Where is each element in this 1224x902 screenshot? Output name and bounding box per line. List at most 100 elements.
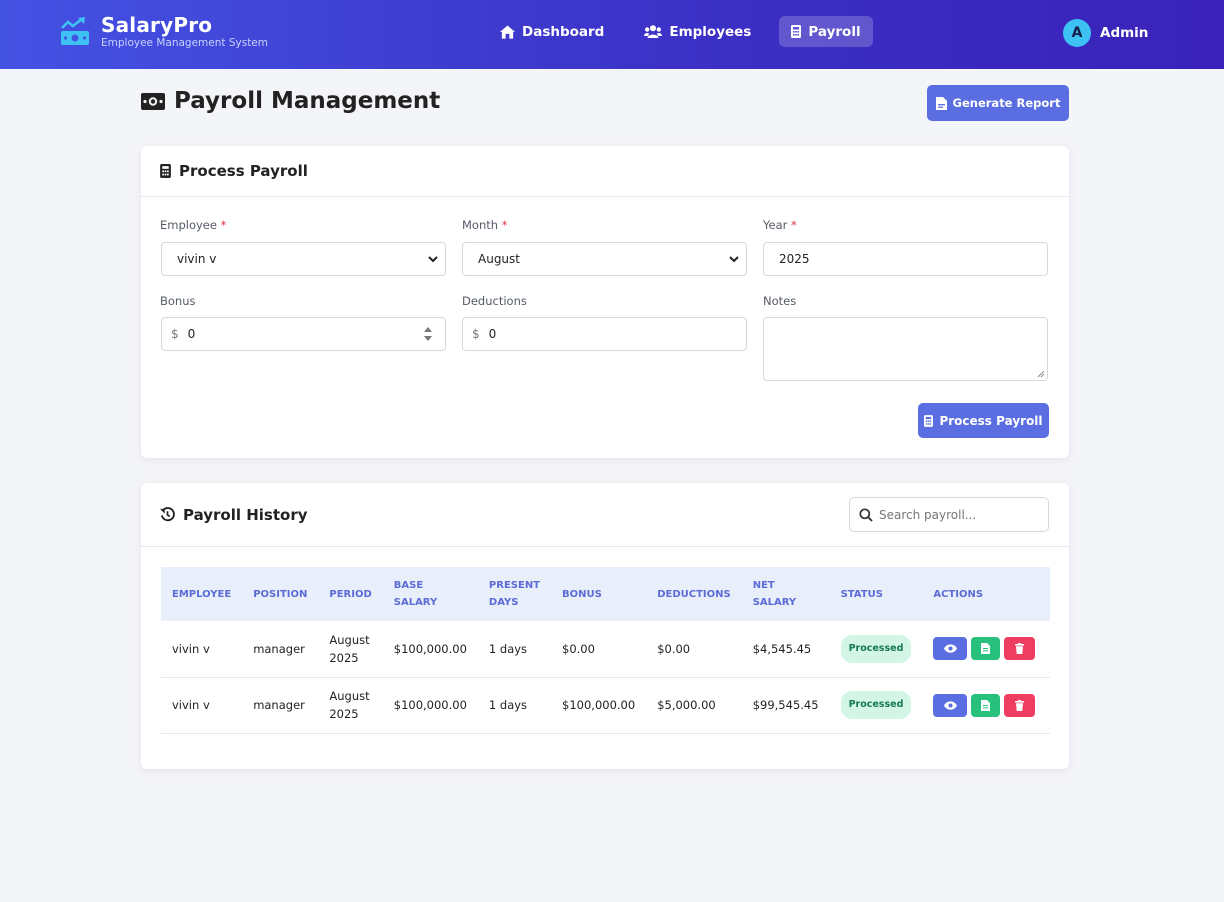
- month-select-value: August: [478, 252, 520, 266]
- cell-present-days: 1 days: [477, 677, 552, 734]
- col-bonus: Bonus: [551, 567, 647, 621]
- eye-icon: [943, 644, 957, 653]
- employee-select-value: vivin v: [177, 252, 217, 266]
- notes-textarea[interactable]: [763, 317, 1048, 381]
- process-payroll-card: Process Payroll Employee * vivin v Month…: [141, 146, 1069, 458]
- year-input-value: 2025: [779, 252, 810, 266]
- calculator-icon: [791, 25, 802, 38]
- calculator-icon: [924, 414, 934, 427]
- search-input[interactable]: Search payroll...: [849, 497, 1049, 532]
- main-nav: Dashboard Employees Payroll: [488, 16, 889, 47]
- required-mark: *: [220, 218, 227, 232]
- currency-symbol: $: [472, 327, 480, 341]
- col-employee: Employee: [161, 567, 243, 621]
- col-status: Status: [829, 567, 923, 621]
- brand[interactable]: SalaryPro Employee Management System: [60, 14, 268, 50]
- page-title-text: Payroll Management: [174, 88, 441, 114]
- year-input[interactable]: 2025: [763, 242, 1048, 276]
- chevron-down-icon: [428, 256, 438, 263]
- status-badge: Processed: [840, 691, 912, 719]
- nav-employees[interactable]: Employees: [632, 16, 763, 47]
- search-placeholder: Search payroll...: [879, 507, 977, 522]
- nav-payroll-label: Payroll: [808, 23, 861, 40]
- cell-bonus: $100,000.00: [551, 677, 647, 734]
- view-button[interactable]: [933, 693, 968, 717]
- payroll-history-header: Payroll History Search payroll...: [141, 483, 1069, 547]
- cell-base-salary: $100,000.00: [382, 677, 478, 734]
- money-bill-icon: [141, 92, 165, 110]
- cell-position: manager: [242, 621, 319, 678]
- generate-report-label: Generate Report: [952, 96, 1061, 110]
- process-payroll-title: Process Payroll: [160, 162, 308, 180]
- month-label: Month *: [462, 218, 507, 232]
- table-header-row: Employee Position Period Base Salary Pre…: [161, 567, 1051, 621]
- cell-deductions: $5,000.00: [646, 677, 742, 734]
- users-icon: [644, 25, 663, 38]
- bonus-input-value: 0: [187, 327, 196, 341]
- user-name: Admin: [1100, 25, 1149, 41]
- view-button[interactable]: [933, 637, 968, 661]
- table-row: vivin v manager August 2025 $100,000.00 …: [161, 677, 1051, 734]
- col-deductions: Deductions: [646, 567, 742, 621]
- process-payroll-header: Process Payroll: [141, 146, 1069, 197]
- deductions-label: Deductions: [462, 294, 527, 308]
- user-menu[interactable]: A Admin: [1063, 19, 1148, 47]
- salary-chart-icon: [61, 17, 89, 45]
- cell-present-days: 1 days: [477, 621, 552, 678]
- cell-base-salary: $100,000.00: [382, 621, 478, 678]
- col-actions: Actions: [922, 567, 1051, 621]
- col-net-salary: Net Salary: [741, 567, 830, 621]
- search-icon: [859, 507, 873, 522]
- cell-period: August 2025: [318, 677, 383, 734]
- bonus-input[interactable]: $ 0: [161, 317, 446, 351]
- process-payroll-title-text: Process Payroll: [179, 162, 308, 180]
- payroll-history-card: Payroll History Search payroll... Employ…: [141, 483, 1069, 769]
- process-payroll-button[interactable]: Process Payroll: [918, 403, 1049, 438]
- file-icon: [981, 699, 991, 711]
- brand-title: SalaryPro: [101, 13, 213, 37]
- table-row: vivin v manager August 2025 $100,000.00 …: [161, 621, 1051, 678]
- cell-net-salary: $99,545.45: [741, 677, 830, 734]
- nav-payroll[interactable]: Payroll: [779, 16, 873, 47]
- col-present-days: Present Days: [477, 567, 552, 621]
- required-mark: *: [791, 218, 797, 232]
- cell-employee: vivin v: [161, 621, 243, 678]
- employee-label-text: Employee: [160, 218, 217, 232]
- cell-employee: vivin v: [161, 677, 243, 734]
- cell-bonus: $0.00: [551, 621, 647, 678]
- payroll-history-title-text: Payroll History: [183, 505, 308, 524]
- trash-icon: [1015, 643, 1025, 655]
- deductions-input-value: 0: [488, 327, 497, 341]
- generate-report-button[interactable]: Generate Report: [927, 85, 1069, 121]
- number-spinner-icon[interactable]: [424, 325, 432, 343]
- cell-position: manager: [242, 677, 319, 734]
- employee-select[interactable]: vivin v: [161, 242, 446, 276]
- top-navbar: SalaryPro Employee Management System Das…: [0, 0, 1224, 69]
- delete-button[interactable]: [1004, 637, 1036, 661]
- year-label-text: Year: [763, 218, 788, 232]
- delete-button[interactable]: [1004, 693, 1036, 717]
- year-label: Year *: [763, 218, 797, 232]
- process-payroll-button-label: Process Payroll: [939, 413, 1043, 428]
- cell-status: Processed: [829, 621, 923, 678]
- eye-icon: [943, 700, 957, 710]
- col-period: Period: [318, 567, 383, 621]
- bonus-label: Bonus: [160, 294, 196, 308]
- deductions-input[interactable]: $ 0: [462, 317, 747, 351]
- history-icon: [160, 507, 175, 522]
- file-icon: [981, 643, 991, 655]
- cell-actions: [922, 621, 1051, 678]
- payslip-button[interactable]: [971, 637, 1001, 661]
- cell-net-salary: $4,545.45: [741, 621, 830, 678]
- nav-dashboard[interactable]: Dashboard: [488, 16, 616, 47]
- resize-handle-icon[interactable]: [1037, 370, 1045, 378]
- payroll-history-title: Payroll History: [160, 506, 308, 524]
- status-badge: Processed: [840, 634, 912, 663]
- home-icon: [500, 24, 515, 39]
- required-mark: *: [501, 218, 508, 232]
- trash-icon: [1015, 699, 1025, 711]
- month-select[interactable]: August: [462, 242, 747, 276]
- payslip-button[interactable]: [971, 693, 1001, 717]
- currency-symbol: $: [171, 327, 179, 341]
- employee-label: Employee *: [160, 218, 226, 232]
